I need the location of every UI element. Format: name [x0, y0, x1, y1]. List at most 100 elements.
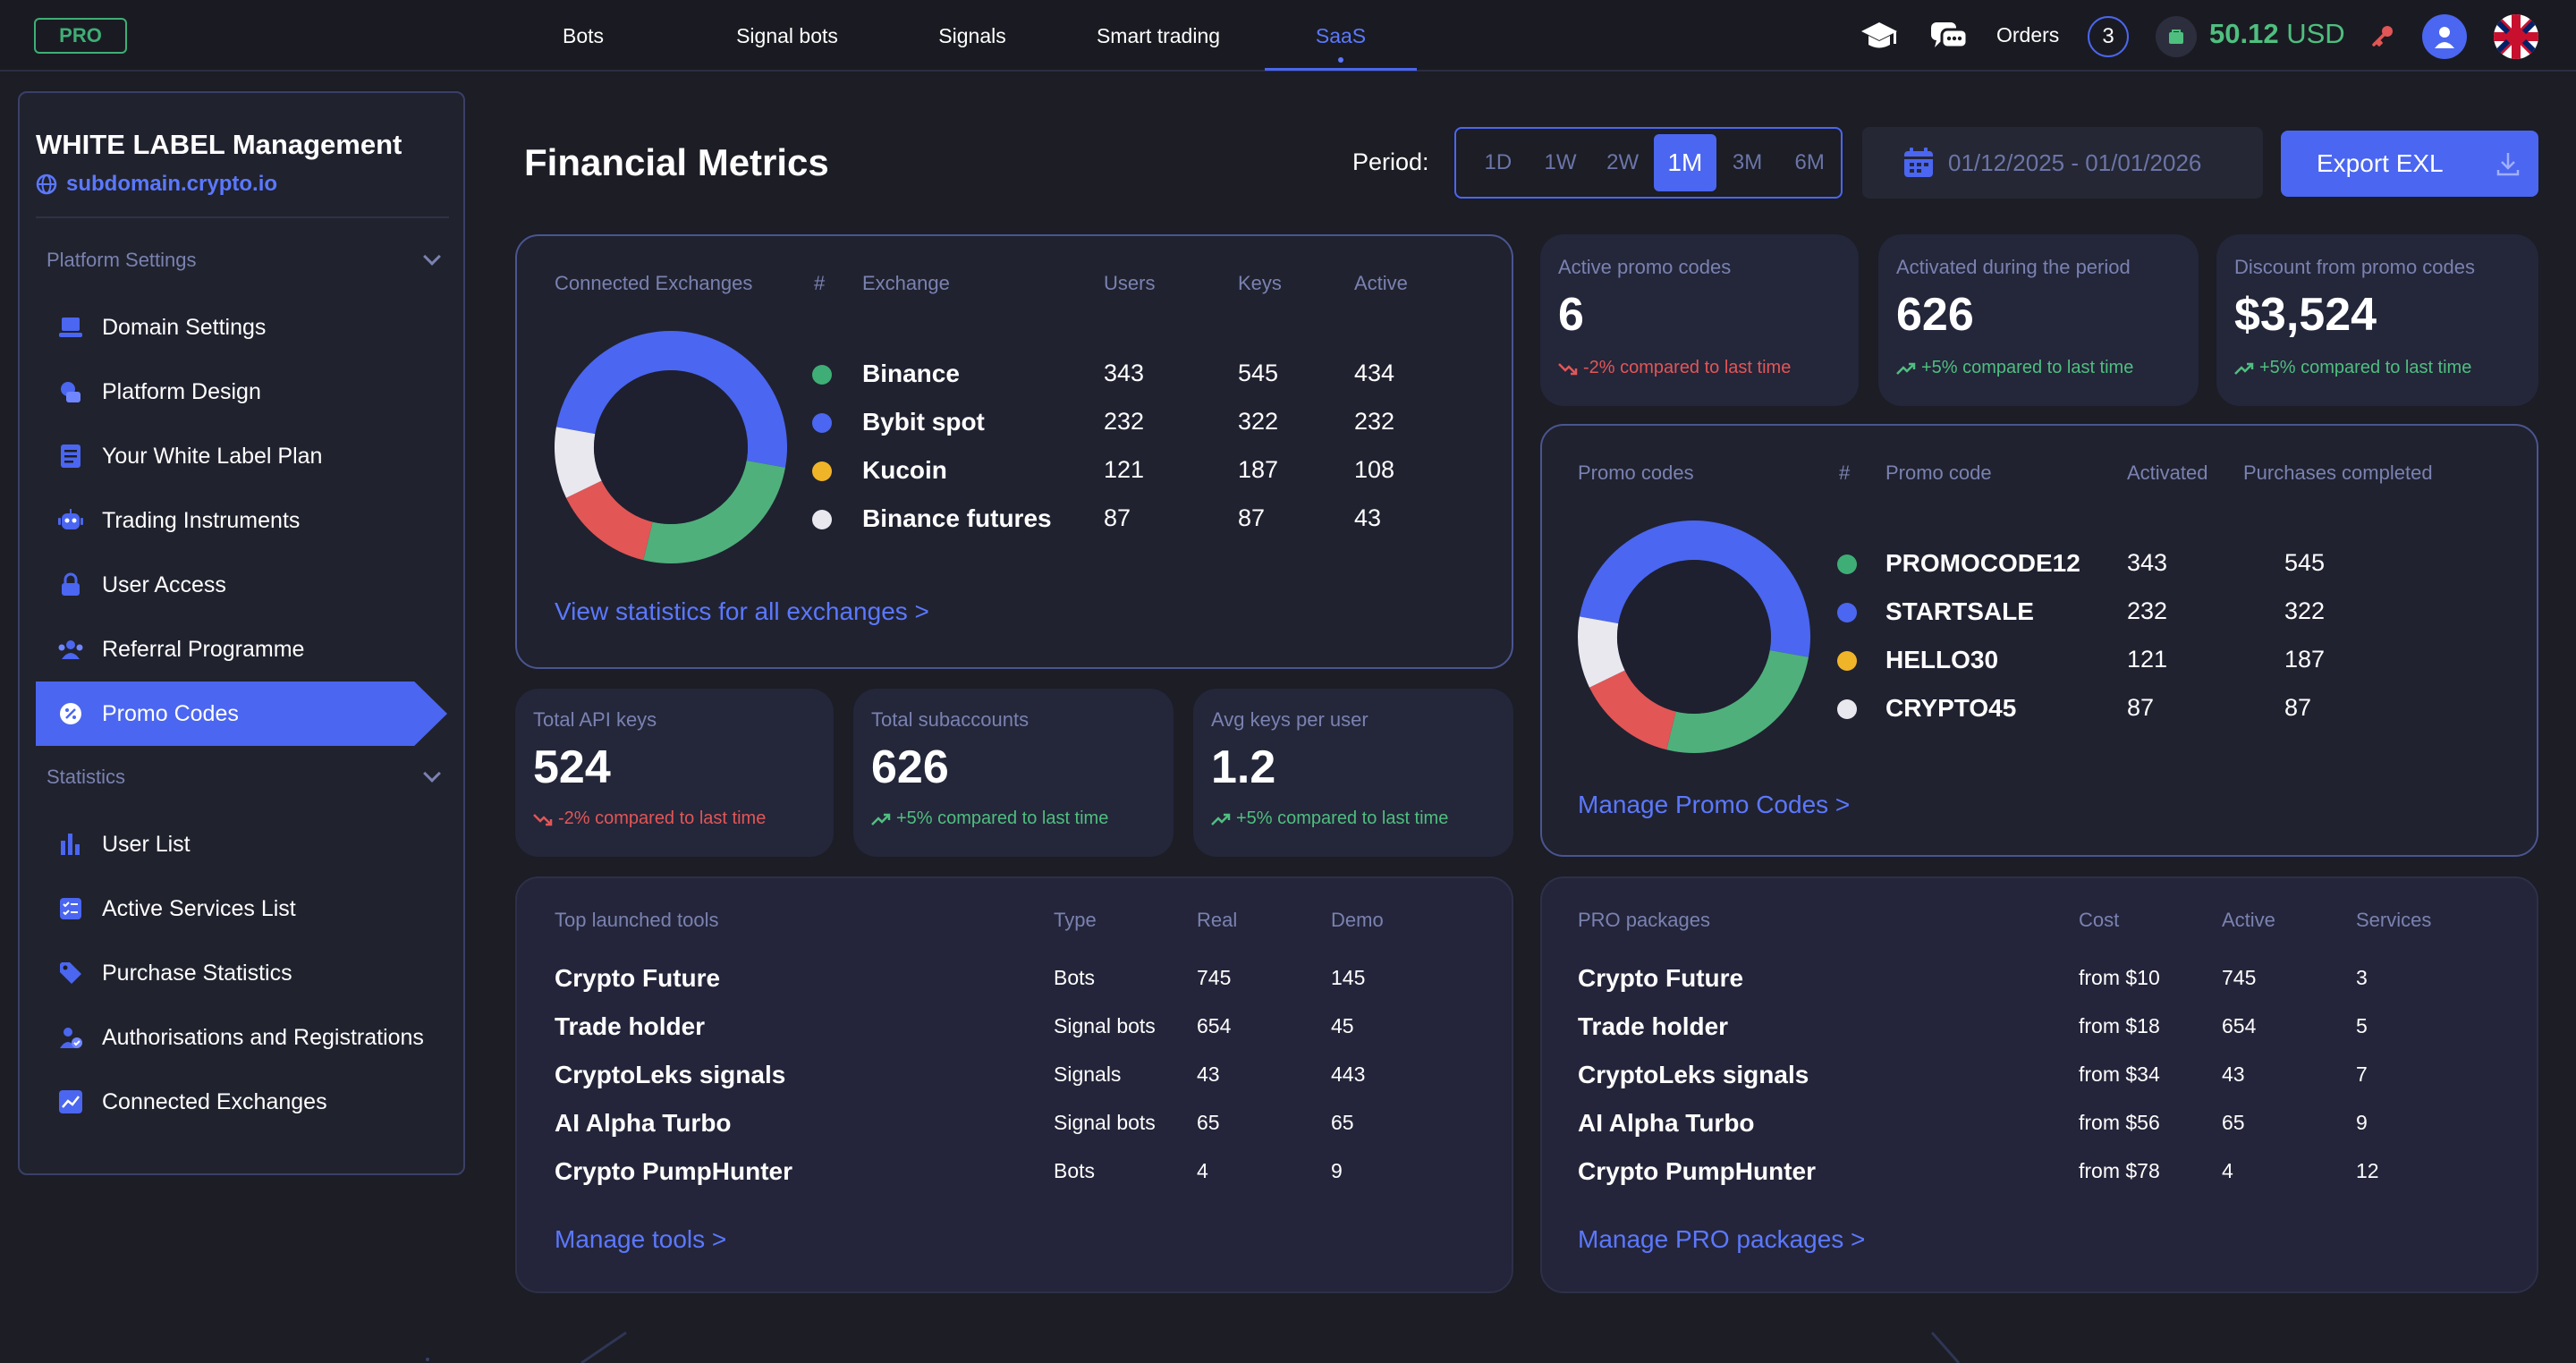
orders-label[interactable]: Orders — [1996, 23, 2060, 47]
sidebar-item-white-label-plan[interactable]: Your White Label Plan — [36, 424, 451, 488]
uk-flag-icon[interactable] — [2494, 14, 2538, 59]
manage-promo-codes-link[interactable]: Manage Promo Codes > — [1578, 791, 1851, 818]
metric-value: $3,524 — [2234, 289, 2377, 341]
legend-dot-binance — [812, 365, 832, 385]
promo-code-name: PROMOCODE12 — [1885, 549, 2080, 577]
graduation-cap-icon[interactable] — [1859, 16, 1900, 57]
tool-name: CryptoLeks signals — [555, 1061, 786, 1088]
sidebar-item-purchase-statistics[interactable]: Purchase Statistics — [36, 941, 451, 1005]
period-6m[interactable]: 6M — [1794, 150, 1825, 174]
exchange-active: 232 — [1354, 408, 1395, 435]
metric-title: Total API keys — [533, 708, 657, 731]
promo-purchases: 87 — [2284, 694, 2312, 721]
download-icon — [2496, 153, 2520, 176]
metric-title: Total subaccounts — [871, 708, 1030, 731]
package-services: 5 — [2356, 1014, 2368, 1037]
promo-activated: 343 — [2127, 549, 2168, 576]
view-all-exchanges-link[interactable]: View statistics for all exchanges > — [555, 597, 929, 625]
period-1w[interactable]: 1W — [1544, 150, 1577, 174]
sidebar-item-label: Connected Exchanges — [102, 1088, 327, 1114]
legend-dot-promocode12 — [1837, 555, 1857, 574]
sidebar-item-active-services-list[interactable]: Active Services List — [36, 876, 451, 941]
sidebar-item-label: User Access — [102, 571, 226, 597]
lock-icon — [57, 571, 84, 598]
user-icon[interactable] — [2422, 14, 2467, 59]
tool-real: 43 — [1197, 1062, 1220, 1086]
col-header-activated: Activated — [2127, 461, 2208, 484]
promo-purchases: 322 — [2284, 597, 2326, 624]
sidebar-item-label: Trading Instruments — [102, 507, 301, 533]
metric-card-active-promo-codes: Active promo codes 6 -2% compared to las… — [1540, 234, 1859, 406]
legend-dot-binance-futures — [812, 510, 832, 529]
plan-icon — [57, 443, 84, 470]
sidebar-item-trading-instruments[interactable]: Trading Instruments — [36, 488, 451, 553]
sidebar-item-promo-codes[interactable]: Promo Codes — [36, 682, 447, 746]
sidebar-item-user-access[interactable]: User Access — [36, 553, 451, 617]
key-icon[interactable] — [2368, 21, 2397, 50]
nav-signal-bots[interactable]: Signal bots — [736, 23, 838, 47]
chevron-down-icon[interactable] — [423, 765, 441, 783]
package-name: AI Alpha Turbo — [1578, 1109, 1755, 1137]
col-header-type: Type — [1054, 909, 1097, 931]
globe-icon — [36, 174, 57, 195]
statistics-section[interactable]: Statistics — [47, 766, 126, 788]
orders-count-badge[interactable]: 3 — [2088, 16, 2129, 57]
metric-title: Active promo codes — [1558, 256, 1732, 278]
period-1d[interactable]: 1D — [1484, 150, 1513, 174]
package-cost: from $34 — [2079, 1062, 2160, 1086]
page-title: Financial Metrics — [524, 141, 829, 183]
trend-down-icon — [1558, 362, 1578, 375]
col-header-active: Active — [2222, 909, 2275, 931]
tool-name: Trade holder — [555, 1012, 706, 1040]
chat-icon[interactable] — [1928, 16, 1970, 57]
manage-tools-link[interactable]: Manage tools > — [555, 1225, 727, 1253]
bar-chart-icon — [57, 831, 84, 858]
wallet-icon[interactable] — [2156, 16, 2197, 57]
metric-delta: +5% compared to last time — [2234, 358, 2471, 378]
sidebar-item-authorisations-registrations[interactable]: Authorisations and Registrations — [36, 1005, 451, 1070]
sidebar-item-user-list[interactable]: User List — [36, 812, 451, 876]
pro-packages-card: PRO packages Cost Active Services Crypto… — [1540, 876, 2538, 1293]
promo-activated: 121 — [2127, 646, 2168, 673]
sidebar-item-domain-settings[interactable]: Domain Settings — [36, 295, 451, 360]
nav-bots[interactable]: Bots — [562, 23, 605, 47]
nav-smart-trading[interactable]: Smart trading — [1096, 23, 1221, 47]
exchanges-donut-chart — [555, 331, 787, 563]
package-services: 12 — [2356, 1159, 2379, 1182]
metric-delta: -2% compared to last time — [533, 808, 766, 829]
pro-badge[interactable]: PRO — [34, 18, 127, 54]
legend-dot-kucoin — [812, 461, 832, 481]
nav-active-underline — [1265, 68, 1417, 71]
tool-type: Bots — [1054, 966, 1096, 989]
tool-demo: 45 — [1331, 1014, 1354, 1037]
period-2w[interactable]: 2W — [1606, 150, 1640, 174]
period-selector: 1D 1W 2W 1M 3M 6M — [1454, 127, 1843, 199]
metric-card-total-api-keys: Total API keys 524 -2% compared to last … — [515, 689, 834, 857]
sidebar: WHITE LABEL Management subdomain.crypto.… — [18, 91, 465, 1175]
nav-signals[interactable]: Signals — [938, 23, 1006, 47]
sidebar-item-referral-programme[interactable]: Referral Programme — [36, 617, 451, 682]
package-active: 745 — [2222, 966, 2257, 989]
sidebar-item-connected-exchanges[interactable]: Connected Exchanges — [36, 1070, 451, 1134]
period-1m[interactable]: 1M — [1654, 134, 1716, 191]
package-services: 3 — [2356, 966, 2368, 989]
subdomain-label: subdomain.crypto.io — [66, 172, 278, 196]
chevron-down-icon[interactable] — [423, 248, 441, 266]
export-exl-button[interactable]: Export EXL — [2281, 131, 2538, 197]
top-launched-tools-card: Top launched tools Type Real Demo Crypto… — [515, 876, 1513, 1293]
platform-settings-section[interactable]: Platform Settings — [47, 249, 197, 271]
legend-dot-startsale — [1837, 603, 1857, 622]
subdomain-link[interactable]: subdomain.crypto.io — [36, 172, 277, 197]
col-header-users: Users — [1104, 272, 1156, 294]
package-name: CryptoLeks signals — [1578, 1061, 1809, 1088]
period-3m[interactable]: 3M — [1732, 150, 1763, 174]
col-header-number: # — [1839, 461, 1851, 484]
metric-delta-text: +5% compared to last time — [1236, 808, 1449, 828]
package-services: 7 — [2356, 1062, 2368, 1086]
manage-pro-packages-link[interactable]: Manage PRO packages > — [1578, 1225, 1866, 1253]
date-range-picker[interactable]: 01/12/2025 - 01/01/2026 — [1862, 127, 2263, 199]
top-bar: PRO Bots Signal bots Signals Smart tradi… — [0, 0, 2576, 72]
sidebar-item-platform-design[interactable]: Platform Design — [36, 360, 451, 424]
nav-saas[interactable]: SaaS — [1265, 0, 1417, 72]
metric-delta: +5% compared to last time — [871, 808, 1108, 829]
